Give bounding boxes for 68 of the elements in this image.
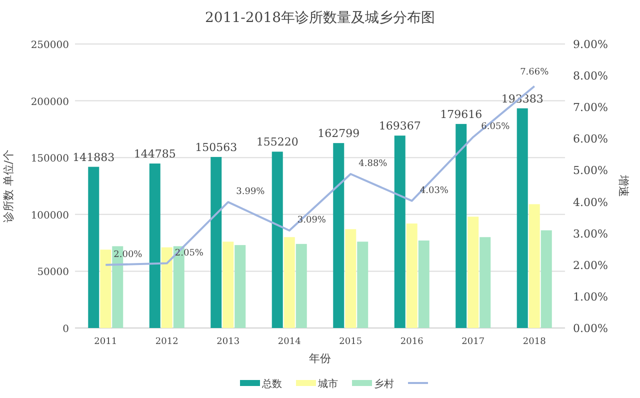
y-tick-label: 200000 xyxy=(30,96,69,108)
data-label: 144785 xyxy=(134,148,176,161)
y2-tick-label: 3.00% xyxy=(573,227,608,240)
y-axis-title: 诊所数 单位/个 xyxy=(2,149,15,223)
data-label: 162799 xyxy=(318,127,360,140)
bar xyxy=(149,164,160,328)
y2-tick-label: 0.00% xyxy=(573,322,608,335)
x-tick-label: 2017 xyxy=(462,337,485,347)
bar xyxy=(88,166,100,328)
x-tick-label: 2011 xyxy=(94,337,118,347)
bar xyxy=(394,136,406,328)
y2-tick-label: 6.00% xyxy=(573,132,608,146)
bar xyxy=(296,244,307,328)
bar xyxy=(272,152,283,328)
x-tick-label: 2014 xyxy=(278,337,302,347)
bar xyxy=(528,204,540,328)
data-label: 3.99% xyxy=(236,187,266,198)
data-label: 141883 xyxy=(72,150,115,164)
bar xyxy=(357,242,368,328)
data-label: 150563 xyxy=(195,140,238,154)
data-label: 2.05% xyxy=(174,248,204,258)
bar xyxy=(333,143,344,328)
y2-tick-label: 7.00% xyxy=(573,101,608,114)
x-tick-label: 2013 xyxy=(216,337,240,347)
y-tick-label: 150000 xyxy=(30,154,69,165)
bar xyxy=(210,156,222,328)
x-tick-label: 2012 xyxy=(155,337,178,347)
bar xyxy=(468,216,479,328)
y-tick-label: 50000 xyxy=(37,267,69,278)
bar xyxy=(161,247,172,328)
y2-tick-label: 8.00% xyxy=(573,70,608,83)
bar xyxy=(406,223,418,328)
bar xyxy=(100,250,112,328)
y2-tick-label: 2.00% xyxy=(573,258,608,272)
legend-label: 城市 xyxy=(317,378,338,390)
data-label: 169367 xyxy=(378,120,421,133)
y2-tick-label: 1.00% xyxy=(573,290,608,304)
x-tick-label: 2015 xyxy=(339,337,362,347)
data-label: 2.00% xyxy=(114,250,143,260)
x-tick-label: 2018 xyxy=(522,337,546,347)
bar xyxy=(222,242,234,328)
y2-tick-label: 5.00% xyxy=(573,164,608,178)
legend-label: 总数 xyxy=(261,378,282,390)
bar xyxy=(284,237,295,328)
y2-axis-title: 增速 xyxy=(617,174,630,197)
bar xyxy=(456,124,467,328)
bar xyxy=(345,229,356,328)
data-label: 155220 xyxy=(256,136,298,149)
x-tick-label: 2016 xyxy=(400,337,424,347)
x-axis-title: 年份 xyxy=(309,352,331,365)
bar xyxy=(540,230,552,328)
data-label: 6.05% xyxy=(481,122,510,132)
bar xyxy=(516,108,528,328)
data-label: 179616 xyxy=(440,108,482,121)
data-label: 3.09% xyxy=(297,215,326,226)
y-tick-label: 0 xyxy=(62,324,69,335)
bar xyxy=(418,240,430,328)
data-label: 4.03% xyxy=(420,186,449,196)
legend-label: 乡村 xyxy=(374,378,394,390)
bar xyxy=(234,245,246,328)
bar xyxy=(480,237,491,328)
y2-tick-label: 9.00% xyxy=(573,38,608,51)
y2-tick-label: 4.00% xyxy=(573,196,608,209)
data-label: 7.66% xyxy=(520,67,550,78)
y-tick-label: 100000 xyxy=(30,210,69,222)
chart-title: 2011-2018年诊所数量及城乡分布图 xyxy=(205,10,435,26)
data-label: 4.88% xyxy=(358,159,388,170)
y-tick-label: 250000 xyxy=(30,40,69,51)
